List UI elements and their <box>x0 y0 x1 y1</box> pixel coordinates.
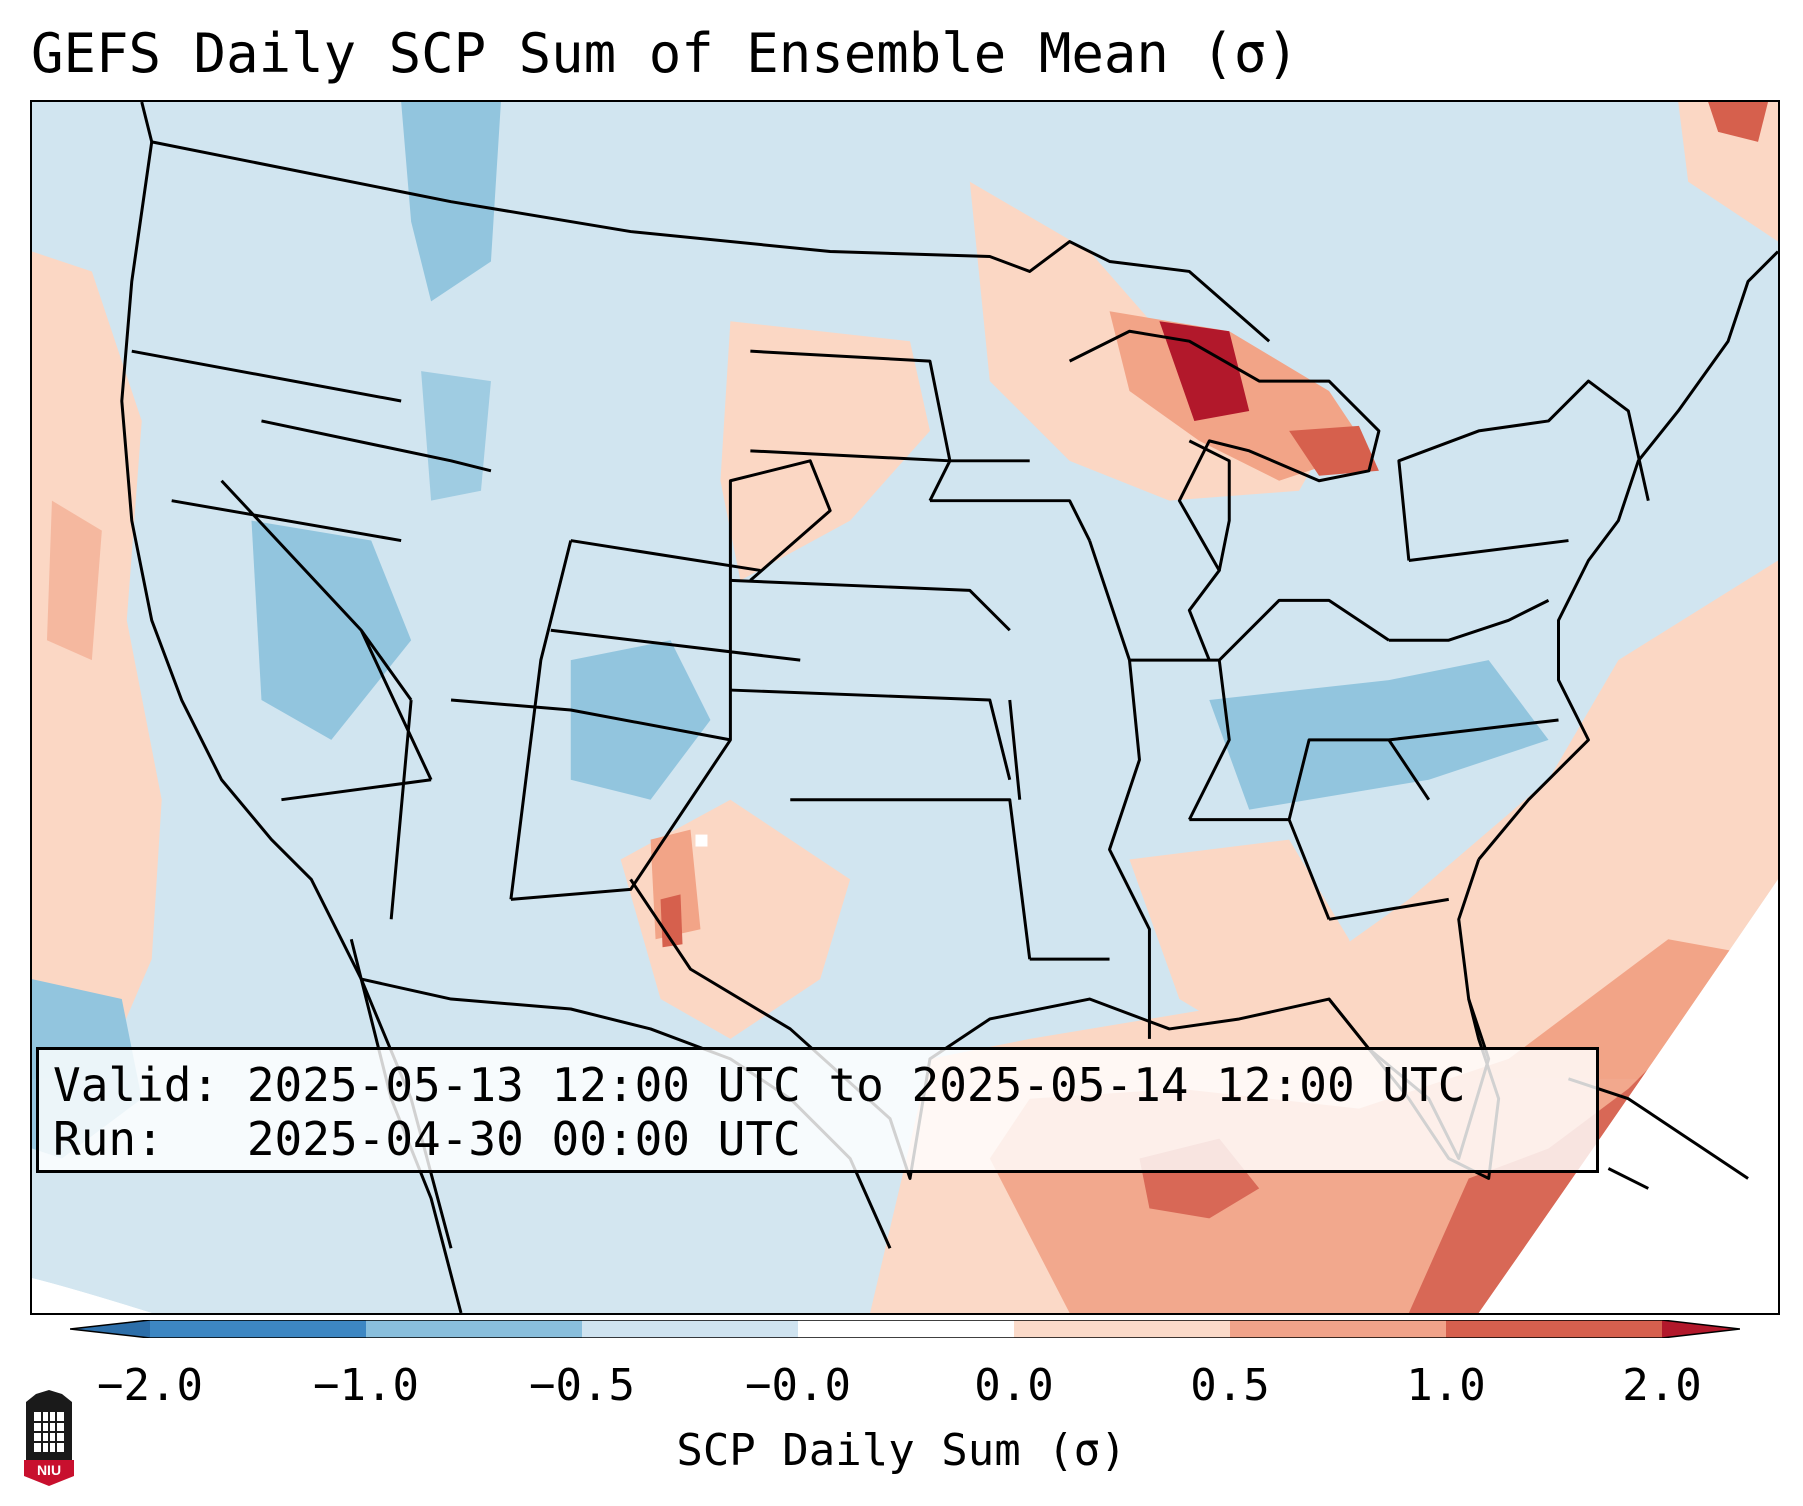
state-lines-central <box>730 349 1110 961</box>
niu-logo-icon: NIU <box>24 1390 74 1486</box>
idaho-blue <box>421 371 491 501</box>
superior-dark-red <box>1159 321 1250 421</box>
plains-red <box>720 321 930 581</box>
colorbar-segment <box>1014 1320 1230 1338</box>
great-basin-blue <box>251 520 412 740</box>
colorbar-segment <box>1230 1320 1446 1338</box>
colorbar-segment <box>798 1320 1014 1338</box>
validity-box: Valid: 2025-05-13 12:00 UTC to 2025-05-1… <box>36 1047 1599 1173</box>
white-cell <box>695 834 708 847</box>
colorbar-tick-label: −0.5 <box>529 1360 635 1411</box>
colorbar-segment <box>582 1320 798 1338</box>
pacific-red-band-inner <box>46 500 102 661</box>
rockies-blue <box>570 640 711 800</box>
ne-corner-dark-red <box>1708 102 1769 142</box>
southeast-red <box>1129 839 1389 1059</box>
colorbar-extend-low <box>70 1320 150 1338</box>
huron-dark-red <box>1289 425 1379 476</box>
lake-michigan <box>1188 439 1231 571</box>
state-lines-west <box>131 349 832 920</box>
colorbar-segment <box>1446 1320 1662 1338</box>
state-lines-east <box>1088 379 1650 1039</box>
colorbar-label: SCP Daily Sum (σ) <box>676 1425 1127 1476</box>
colorbar-tick-label: −0.0 <box>745 1360 851 1411</box>
logo-text: NIU <box>37 1462 61 1478</box>
great-lakes <box>1068 329 1381 661</box>
colorbar-tick-label: 1.0 <box>1406 1360 1486 1411</box>
valid-time-line: Valid: 2025-05-13 12:00 UTC to 2025-05-1… <box>53 1058 1466 1112</box>
colorbar-tick-label: 2.0 <box>1622 1360 1702 1411</box>
west-coast <box>120 141 453 1249</box>
east-coast <box>1477 250 1778 861</box>
colorbar-tick-label: 0.0 <box>974 1360 1054 1411</box>
colorbar-tick-label: 0.5 <box>1190 1360 1270 1411</box>
run-time-line: Run: 2025-04-30 00:00 UTC <box>53 1112 801 1166</box>
projection-edge <box>32 879 1778 1313</box>
colorbar-extend-high <box>1662 1320 1740 1338</box>
map-title: GEFS Daily SCP Sum of Ensemble Mean (σ) <box>31 22 1299 85</box>
pacific-red-band <box>32 251 162 1119</box>
canada-border <box>140 102 1271 343</box>
colorbar <box>70 1320 1740 1338</box>
colorbar-segment <box>150 1320 366 1338</box>
ohio-valley-blue <box>1209 660 1549 810</box>
colorbar-tick-label: −2.0 <box>97 1360 203 1411</box>
colorbar-segment <box>366 1320 582 1338</box>
colorbar-tick-label: −1.0 <box>313 1360 419 1411</box>
